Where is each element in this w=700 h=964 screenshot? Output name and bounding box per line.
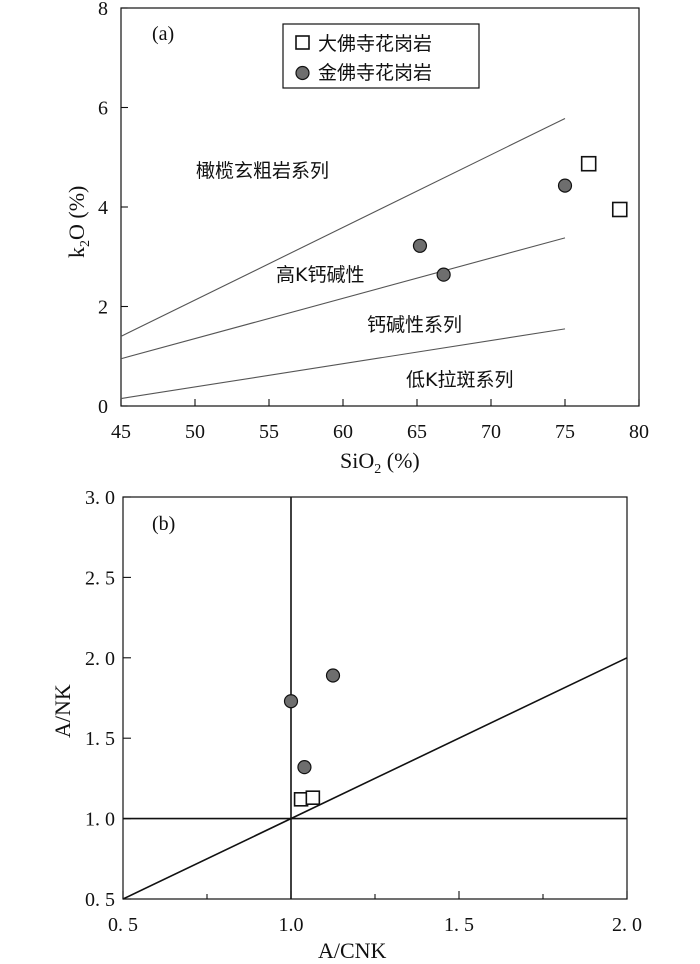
data-point-jinfosi [325,668,341,683]
data-point-jinfosi [557,178,573,193]
panel-a-y-tick-label: 8 [98,0,108,20]
data-point-jinfosi [412,238,428,253]
panel-b-x-axis-title: A/CNK [318,938,387,963]
boundary-line-1 [120,117,566,337]
panel-b-y-tick-label: 0. 5 [85,889,115,911]
data-point-dafosi [580,155,597,172]
panel-a-x-tick-label: 50 [185,421,205,443]
panel-a-y-tick-label: 2 [98,297,108,319]
data-point-dafosi [305,790,321,805]
panel-b-y-tick-label: 1. 0 [85,809,115,831]
region-label-high-k-calc-alkaline: 高K钙碱性 [276,264,364,286]
panel-b-x-tick-label: 0. 5 [108,914,138,936]
panel-a-x-axis-title: SiO2 (%) [340,448,420,477]
panel-a-x-tick-label: 75 [555,421,575,443]
panel-a-points [412,155,628,282]
data-point-jinfosi [297,760,312,775]
panel-b-points [283,668,341,807]
panel-a-ticks: 45 50 55 60 65 70 75 80 0 2 4 6 8 [98,0,649,443]
legend-label-jinfosi: 金佛寺花岗岩 [318,62,432,84]
panel-a-y-axis-title: k2O (%) [64,186,93,258]
legend-box [282,23,480,89]
panel-b-y-tick-label: 2. 5 [85,567,115,589]
region-label-low-k-tholeiite: 低K拉斑系列 [406,369,513,391]
panel-a-x-tick-label: 70 [481,421,501,443]
panel-a-x-tick-label: 65 [407,421,427,443]
panel-b-x-tick-label: 2. 0 [612,914,642,936]
panel-a-x-tick-label: 55 [259,421,279,443]
legend-circle-icon [295,65,310,81]
boundary-line-2 [120,237,566,360]
legend: 大佛寺花岗岩 金佛寺花岗岩 [282,23,480,89]
panel-b-ticks: 0. 5 1.0 1. 5 2. 0 0. 5 1. 0 1. 5 2. 0 2. 5 3. 0 [85,487,642,936]
data-point-jinfosi [436,267,451,282]
boundary-line-3 [120,328,566,400]
panel-b-y-axis-title: A/NK [50,684,75,738]
panel-a-x-tick-label: 60 [333,421,353,443]
panel-b-y-tick-label: 1. 5 [85,728,115,750]
panel-b-frame [122,496,628,900]
panel-a-x-tick-label: 80 [629,421,649,443]
panel-a-label: (a) [152,23,174,45]
panel-a-boundary-lines [120,117,566,400]
data-point-jinfosi [283,694,299,709]
reference-line-3 [122,657,628,900]
panel-b: 0. 5 1.0 1. 5 2. 00. 51. 01. 52. 02. 53. 0 … [50,487,642,963]
legend-label-dafosi: 大佛寺花岗岩 [318,33,432,55]
legend-square-icon [295,35,310,50]
panel-b-y-tick-label: 3. 0 [85,487,115,509]
region-label-calc-alkaline: 钙碱性系列 [367,314,462,336]
panel-b-reference-lines [122,497,628,900]
panel-b-x-tick-label: 1. 5 [444,914,474,936]
panel-a-y-tick-label: 0 [98,396,108,418]
panel-a-y-tick-label: 6 [98,98,108,120]
data-point-dafosi [611,201,628,218]
panel-b-y-tick-label: 2. 0 [85,648,115,670]
panel-b-label: (b) [152,513,175,535]
panel-a-y-tick-label: 4 [98,197,108,219]
panel-a-x-tick-label: 45 [111,421,131,443]
panel-b-x-tick-label: 1.0 [279,914,304,936]
region-label-shoshonite: 橄榄玄粗岩系列 [196,160,329,182]
